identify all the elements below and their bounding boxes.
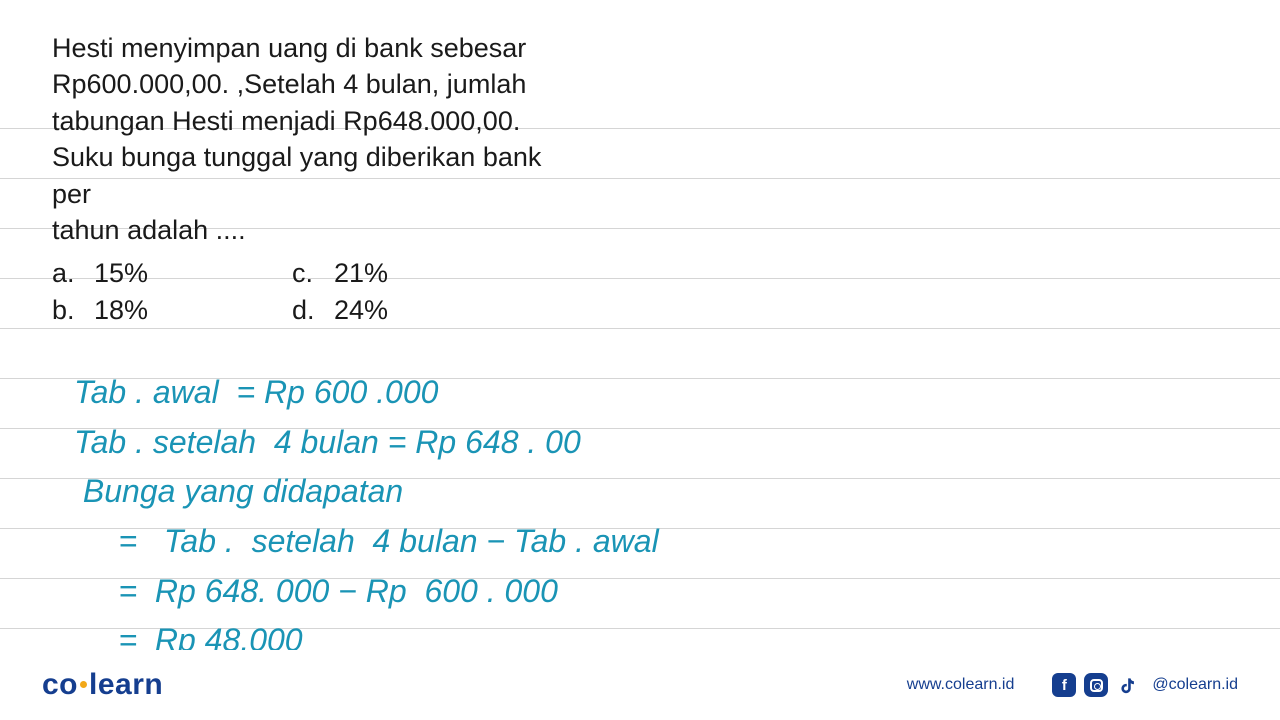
handwritten-line: Bunga yang didapatan xyxy=(74,467,1228,517)
tiktok-svg xyxy=(1118,675,1138,695)
handwritten-line: Tab . awal = Rp 600 .000 xyxy=(74,368,1228,418)
content-area: Hesti menyimpan uang di bank sebesar Rp6… xyxy=(0,0,1280,666)
question-line: tahun adalah .... xyxy=(52,212,572,248)
option-a: a. 15% xyxy=(52,255,292,293)
footer-bar: colearn www.colearn.id f @colearn.id xyxy=(0,650,1280,720)
tiktok-icon xyxy=(1116,673,1140,697)
option-letter: c. xyxy=(292,255,334,293)
instagram-icon xyxy=(1084,673,1108,697)
handwritten-line: = Rp 648. 000 − Rp 600 . 000 xyxy=(74,567,1228,617)
option-value: 24% xyxy=(334,292,388,330)
question-text: Hesti menyimpan uang di bank sebesar Rp6… xyxy=(52,30,572,249)
logo-part1: co xyxy=(42,668,78,701)
option-letter: a. xyxy=(52,255,94,293)
option-d: d. 24% xyxy=(292,292,532,330)
logo-dot-icon xyxy=(80,681,87,688)
question-line: Rp600.000,00. ,Setelah 4 bulan, jumlah xyxy=(52,66,572,102)
options-col-right: c. 21% d. 24% xyxy=(292,255,532,331)
option-c: c. 21% xyxy=(292,255,532,293)
handwritten-line: Tab . setelah 4 bulan = Rp 648 . 00 xyxy=(74,418,1228,468)
option-letter: b. xyxy=(52,292,94,330)
question-line: Hesti menyimpan uang di bank sebesar xyxy=(52,30,572,66)
handwritten-line: = Tab . setelah 4 bulan − Tab . awal xyxy=(74,517,1228,567)
logo-part2: learn xyxy=(89,668,163,701)
option-letter: d. xyxy=(292,292,334,330)
website-url: www.colearn.id xyxy=(907,676,1015,694)
answer-options: a. 15% b. 18% c. 21% d. 24% xyxy=(52,255,1228,331)
question-line: tabungan Hesti menjadi Rp648.000,00. xyxy=(52,103,572,139)
social-icons-group: f @colearn.id xyxy=(1052,673,1238,697)
brand-logo: colearn xyxy=(42,668,163,702)
options-col-left: a. 15% b. 18% xyxy=(52,255,292,331)
social-handle: @colearn.id xyxy=(1152,676,1238,694)
option-value: 18% xyxy=(94,292,148,330)
question-line: Suku bunga tunggal yang diberikan bank p… xyxy=(52,139,572,212)
option-value: 21% xyxy=(334,255,388,293)
option-value: 15% xyxy=(94,255,148,293)
facebook-icon: f xyxy=(1052,673,1076,697)
option-b: b. 18% xyxy=(52,292,292,330)
handwritten-solution: Tab . awal = Rp 600 .000 Tab . setelah 4… xyxy=(52,368,1228,666)
